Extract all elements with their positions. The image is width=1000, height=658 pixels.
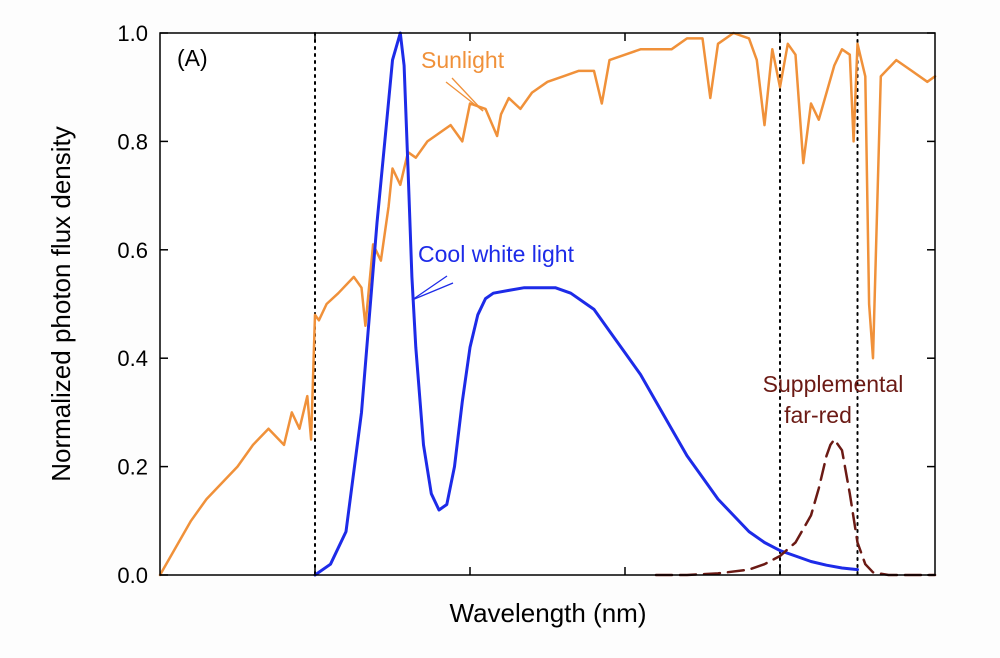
y-tick-label: 0.0 xyxy=(117,563,148,588)
cool-white-series-line xyxy=(313,31,859,577)
far-red-annotation-line1: Supplemental xyxy=(763,371,904,397)
x-axis-title: Wavelength (nm) xyxy=(450,598,647,628)
region-dividers xyxy=(314,32,859,576)
y-tick-label: 0.4 xyxy=(117,346,148,371)
x-axis-ticks xyxy=(314,33,781,575)
y-axis-title: Normalized photon flux density xyxy=(46,126,76,482)
plot-frame xyxy=(159,32,936,576)
panel-label: (A) xyxy=(177,45,208,71)
far-red-annotation-line2: far-red xyxy=(784,402,852,428)
far-red-series-line xyxy=(654,438,937,577)
sunlight-series-line xyxy=(158,31,937,577)
sunlight-annotation: Sunlight xyxy=(421,47,505,73)
y-axis-ticks: 0.0 0.2 0.4 0.6 0.8 1.0 xyxy=(117,21,935,588)
y-tick-label: 0.2 xyxy=(117,455,148,480)
y-tick-label: 0.6 xyxy=(117,238,148,263)
cool-white-annotation: Cool white light xyxy=(418,241,575,267)
plot-area xyxy=(160,33,935,575)
series-layer xyxy=(158,31,937,577)
y-tick-label: 1.0 xyxy=(117,21,148,46)
y-tick-label: 0.8 xyxy=(117,129,148,154)
cool-white-leader xyxy=(411,275,454,301)
sunlight-leader xyxy=(445,77,484,112)
